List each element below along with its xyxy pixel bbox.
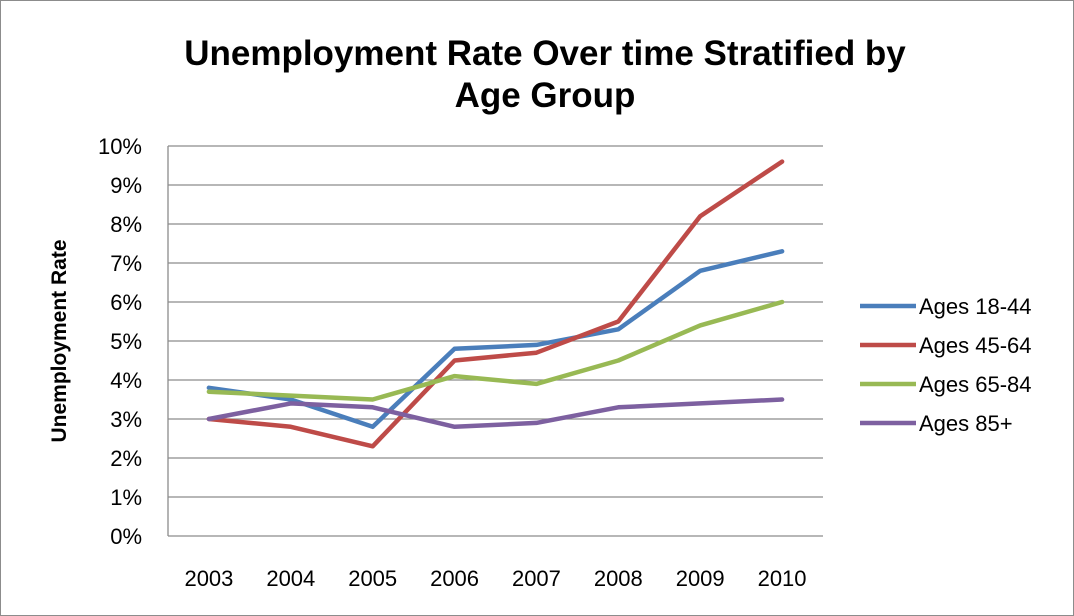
series-line-ages-85-: [206, 397, 785, 430]
chart-title-line-1: Unemployment Rate Over time Stratified b…: [184, 34, 906, 73]
y-tick-label: 2%: [110, 446, 142, 471]
y-tick-label: 4%: [110, 368, 142, 393]
y-tick-label: 5%: [110, 329, 142, 354]
series-line-ages-18-44: [206, 249, 785, 430]
x-tick-label: 2004: [266, 566, 315, 591]
x-tick-label: 2009: [676, 566, 725, 591]
x-tick-label: 2005: [348, 566, 397, 591]
y-tick-label: 3%: [110, 407, 142, 432]
y-tick-label: 9%: [110, 173, 142, 198]
y-tick-labels: 0% 1% 2% 3% 4% 5% 6% 7% 8% 9% 10%: [98, 134, 142, 549]
x-tick-label: 2007: [512, 566, 561, 591]
y-tick-label: 0%: [110, 524, 142, 549]
chart-title-line-2: Age Group: [455, 76, 636, 115]
series-line-ages-45-64: [206, 159, 785, 449]
legend-label: Ages 18-44: [919, 294, 1032, 319]
y-axis-label: Unemployment Rate: [48, 239, 71, 442]
x-tick-labels: 2003 2004 2005 2006 2007 2008 2009 2010: [184, 566, 806, 591]
legend-label: Ages 45-64: [919, 333, 1032, 358]
gridlines: [167, 145, 823, 537]
y-tick-label: 6%: [110, 290, 142, 315]
x-tick-label: 2010: [758, 566, 807, 591]
y-tick-label: 1%: [110, 485, 142, 510]
y-tick-label: 7%: [110, 251, 142, 276]
series-lines: [206, 159, 785, 449]
x-tick-label: 2003: [184, 566, 233, 591]
legend: Ages 18-44 Ages 45-64 Ages 65-84 Ages 85+: [860, 294, 1032, 436]
y-tick-label: 10%: [98, 134, 142, 159]
y-tick-label: 8%: [110, 212, 142, 237]
legend-label: Ages 65-84: [919, 372, 1032, 397]
legend-label: Ages 85+: [919, 411, 1013, 436]
series-line-ages-65-84: [206, 299, 785, 402]
x-tick-label: 2008: [594, 566, 643, 591]
x-tick-label: 2006: [430, 566, 479, 591]
